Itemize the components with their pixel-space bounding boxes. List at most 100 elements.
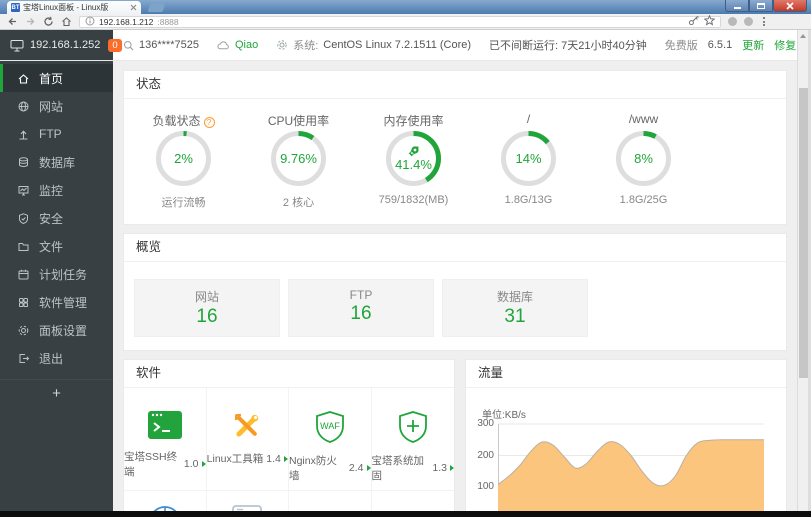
sidebar-item-home[interactable]: 首页 [0,64,113,92]
app-window-icon [232,505,263,511]
window-minimize-button[interactable] [725,0,749,12]
sidebar-item-files[interactable]: 文件 [0,232,113,260]
open-arrow-icon [201,461,206,467]
software-item-empty-1 [289,491,372,511]
home-icon[interactable] [61,16,72,27]
home-icon [18,73,29,84]
software-item-system-hardening[interactable]: 宝塔系统加固 1.3 [371,388,454,491]
server-ip: 192.168.1.252 [30,39,101,51]
software-item-nginx-waf[interactable]: WAF Nginx防火墙 2.4 [289,388,372,491]
window-controls [725,0,807,12]
back-icon[interactable] [7,16,18,27]
ssh-terminal-icon [147,411,182,439]
new-tab-button[interactable] [147,3,166,12]
software-card-title: 软件 [124,360,454,388]
shield-plus-icon [398,411,427,443]
uptime: 已不间断运行: 7天21小时40分钟 [489,40,647,52]
url-port: :8888 [157,16,179,27]
crossed-tools-icon [235,413,259,437]
account[interactable]: Qiao [217,39,258,51]
sidebar-item-ftp[interactable]: FTP [0,120,113,148]
cloud-icon [217,41,229,50]
search-icon [124,40,134,50]
scrollbar-thumb[interactable] [799,88,808,378]
open-arrow-icon [450,465,454,471]
sidebar-item-logout[interactable]: 退出 [0,344,113,372]
baota-favicon: BT [11,3,20,12]
bound-phone[interactable]: 136****7525 [123,39,199,51]
browser-menu-icon[interactable] [760,17,768,26]
panel-topbar: 192.168.1.252 0 136****7525 Qiao 系统: Cen… [0,30,811,61]
software-item-ssh-terminal[interactable]: 宝塔SSH终端 1.0 [124,388,207,491]
server-block: 192.168.1.252 0 [0,30,122,60]
overview-card-title: 概览 [124,234,786,262]
gauge-memory: 内存使用率 41.4% 759/1832(MB) [378,114,449,206]
rocket-icon [408,146,419,157]
forward-icon[interactable] [25,16,36,27]
url-host: 192.168.1.212 [99,16,154,27]
shield-check-icon [19,212,28,224]
tab-close-icon[interactable] [130,4,137,11]
ytick-200: 200 [477,450,494,461]
repair-link[interactable]: 修复 [774,40,797,52]
grid-icon [19,297,28,307]
sidebar-item-settings[interactable]: 面板设置 [0,316,113,344]
window-maximize-button[interactable] [749,0,773,12]
gauge-cpu: CPU使用率 9.76% 2 核心 [267,114,330,209]
bookmark-star-icon[interactable] [703,13,716,31]
software-item-linux-toolbox[interactable]: Linux工具箱 1.4 [206,388,289,491]
sidebar-item-sites[interactable]: 网站 [0,92,113,120]
edition-label: 免费版 [664,40,698,52]
browser-titlebar: BT 宝塔Linux面板 - Linux版 [0,0,811,14]
traffic-card: 流量 单位:KB/s 300 200 100 [465,359,787,511]
overview-box-sites[interactable]: 网站 16 [134,279,280,337]
profile-icon[interactable] [744,17,753,26]
sidebar-item-security[interactable]: 安全 [0,204,113,232]
tab-title: 宝塔Linux面板 - Linux版 [23,3,109,12]
topbar-info: 136****7525 Qiao 系统: CentOS Linux 7.2.15… [113,30,811,60]
database-icon [19,156,28,167]
bottom-black-strip [0,511,811,517]
root-disk-donut: 14% [500,130,557,187]
browser-tab[interactable]: BT 宝塔Linux面板 - Linux版 [7,1,141,14]
overview-box-database[interactable]: 数据库 31 [442,279,588,337]
compass-icon [153,506,177,511]
sidebar-add-button[interactable]: + [52,384,61,402]
help-icon[interactable]: ? [203,117,215,128]
update-link[interactable]: 更新 [742,40,765,52]
sidebar-item-database[interactable]: 数据库 [0,148,113,176]
main-content: 状态 负载状态? 2% 运行流畅 CPU使用率 9.76% 2 [113,61,797,511]
overview-box-ftp[interactable]: FTP 16 [288,279,434,337]
sidebar-divider [0,379,113,380]
load-donut: 2% [155,130,212,187]
url-bar[interactable]: 192.168.1.212:8888 [79,13,721,31]
scrollbar-up-icon[interactable] [798,30,808,42]
www-disk-donut: 8% [615,130,672,187]
sidebar-item-software[interactable]: 软件管理 [0,288,113,316]
sidebar-item-monitor[interactable]: 监控 [0,176,113,204]
version-number: 6.5.1 [707,39,733,51]
svg-text:WAF: WAF [320,421,340,431]
browser-toolbar: 192.168.1.212:8888 [0,14,811,30]
gear-icon [18,325,29,335]
info-icon[interactable] [85,13,95,31]
memory-donut[interactable]: 41.4% [385,130,442,187]
software-item-partial-2[interactable] [207,491,289,511]
traffic-chart [497,420,764,511]
traffic-card-title: 流量 [466,360,786,388]
globe-icon [18,101,29,111]
window-close-button[interactable] [773,0,807,12]
reload-icon[interactable] [43,16,54,27]
key-icon[interactable] [688,13,699,31]
sidebar-item-cron[interactable]: 计划任务 [0,260,113,288]
message-badge[interactable]: 0 [108,38,122,52]
ytick-100: 100 [477,481,494,492]
scrollbar[interactable] [797,30,808,511]
software-item-partial-1[interactable] [124,491,207,511]
monitor-chart-icon [18,185,29,195]
extension-icon[interactable] [728,17,737,26]
calendar-icon [18,269,29,279]
waf-shield-icon: WAF [315,411,344,443]
sidebar: 首页 网站 FTP 数据库 监控 安全 文件 计划任务 [0,61,113,511]
